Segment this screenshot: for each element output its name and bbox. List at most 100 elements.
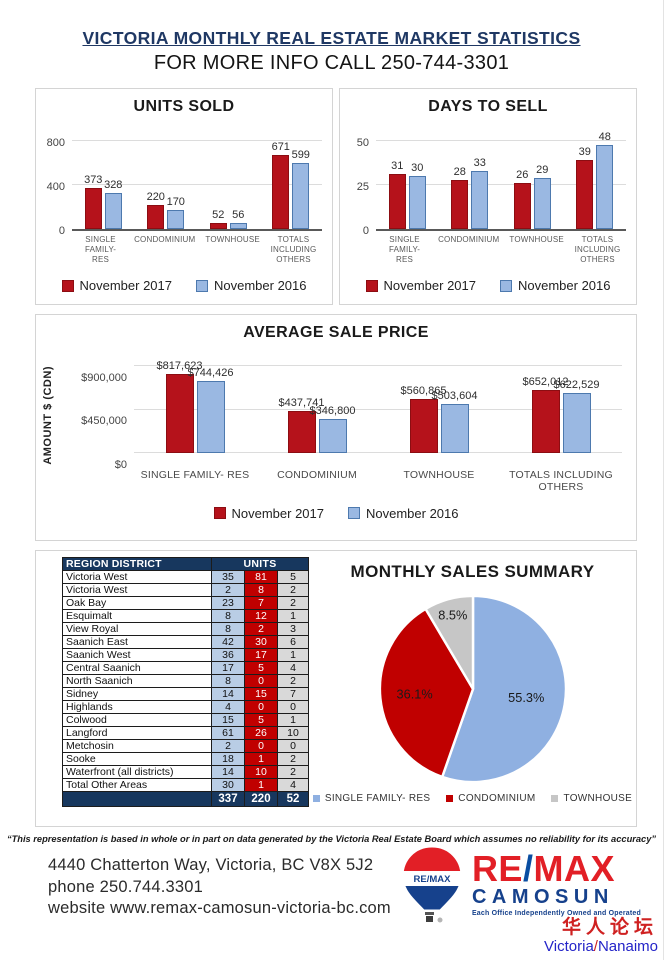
table-cell: 1 <box>277 713 309 727</box>
chart-area: 0 25 50 31 30 28 33 26 29 39 48 <box>340 131 636 237</box>
bar-value-label: 31 <box>391 160 404 173</box>
bar-value-label: 328 <box>104 178 123 191</box>
category-label: CONDOMINIUM <box>277 468 357 481</box>
legend-item: CONDOMINIUM <box>446 793 535 804</box>
category-labels: SINGLE FAMILY- RES CONDOMINIUM TOWNHOUSE TO… <box>72 235 322 265</box>
legend-swatch <box>551 795 559 802</box>
legend-swatch <box>196 279 208 292</box>
slash-glyph: / <box>522 848 534 889</box>
panel-monthly-summary: REGION DISTRICT UNITS Victoria West 35 81 5… <box>35 550 637 827</box>
watermark-chinese: 华人论坛 <box>561 917 658 938</box>
bar-value-label: $622,529 <box>553 378 600 391</box>
bar: $437,741 <box>279 397 324 453</box>
table-cell: 2 <box>211 739 245 753</box>
bar-value-label: 39 <box>578 146 591 159</box>
circle <box>437 917 443 923</box>
table-cell: 4 <box>211 700 245 714</box>
table-cell: 15 <box>244 687 278 701</box>
table-row: Victoria West 2 8 2 <box>62 583 309 597</box>
table-cell: 0 <box>244 674 278 688</box>
page-subtitle: FOR MORE INFO CALL 250-744-3301 <box>153 52 510 74</box>
table-cell: 1 <box>244 778 278 792</box>
category-label: TOWNHOUSE <box>205 235 260 244</box>
y-axis-label: AMOUNT $ (CDN) <box>42 366 54 465</box>
y-tick-label: 25 <box>356 181 369 193</box>
legend-label: CONDOMINIUM <box>458 793 536 804</box>
table-cell: 17 <box>244 648 278 662</box>
bar-value-label: 373 <box>84 173 103 186</box>
table-cell: 10 <box>277 726 309 740</box>
table-row: Saanich East 42 30 6 <box>62 635 309 649</box>
region-table-wrap: REGION DISTRICT UNITS Victoria West 35 81 5… <box>36 551 309 826</box>
legend-item: November 2017 <box>213 506 324 521</box>
table-cell: 42 <box>211 635 245 649</box>
y-tick-label: 800 <box>46 137 65 149</box>
bar: 30 <box>408 162 426 229</box>
bar-value-label: $503,604 <box>431 390 478 403</box>
bar-group: $652,012 $622,529 <box>500 366 622 453</box>
bar-value-label: $652,012 <box>522 375 569 388</box>
table-total-row: 337 220 52 <box>62 791 309 807</box>
table-cell: 12 <box>244 609 278 623</box>
table-cell: Highlands <box>62 700 212 714</box>
website-line: website www.remax-camosun-victoria-bc.co… <box>48 899 391 917</box>
slash-glyph: / <box>593 938 598 955</box>
category-label: CONDOMINIUM <box>134 235 196 244</box>
camosun-name: CAMOSUN <box>471 886 614 908</box>
span: Nanaimo <box>597 938 658 955</box>
table-cell: 14 <box>211 687 245 701</box>
bar: 39 <box>576 146 594 229</box>
bar-value-label: 52 <box>212 209 225 222</box>
table-cell: Metchosin <box>62 739 212 753</box>
table-total-cell <box>62 791 212 807</box>
legend-swatch <box>312 795 320 802</box>
table-cell: 7 <box>244 596 278 610</box>
rect <box>425 916 433 922</box>
table-cell: 0 <box>244 700 278 714</box>
chart-legend: November 2017 November 2016 <box>36 278 332 293</box>
bar-value-label: 48 <box>598 130 611 143</box>
gridline <box>376 184 626 185</box>
table-total-cell: 52 <box>277 791 309 807</box>
category-label: TOTALS INCLUDING OTHERS <box>509 468 613 493</box>
table-cell: Waterfront (all districts) <box>62 765 212 779</box>
table-cell: Colwood <box>62 713 212 727</box>
table-cell: 5 <box>244 713 278 727</box>
bar-value-label: 220 <box>146 190 165 203</box>
table-cell: Central Saanich <box>62 661 212 675</box>
table-row: Waterfront (all districts) 14 10 2 <box>62 765 309 779</box>
table-row: North Saanich 8 0 2 <box>62 674 309 688</box>
table-cell: 8 <box>244 583 278 597</box>
rect <box>424 912 434 915</box>
bar: $817,623 <box>157 360 202 453</box>
table-cell: 2 <box>211 583 245 597</box>
chart-legend: November 2017 November 2016 <box>36 506 636 521</box>
category-labels: SINGLE FAMILY- RES CONDOMINIUM TOWNHOUSE TO… <box>376 235 626 265</box>
y-axis: 0 25 50 <box>340 137 376 237</box>
bar-group: $817,623 $744,426 <box>134 360 256 453</box>
table-cell: 1 <box>277 648 309 662</box>
table-cell: Sidney <box>62 687 212 701</box>
table-row: Sidney 14 15 7 <box>62 687 309 701</box>
balloon-text: RE/MAX <box>413 874 451 885</box>
span: MAX <box>533 848 615 889</box>
bar-value-label: $744,426 <box>187 367 234 380</box>
category-label: SINGLE FAMILY- RES <box>140 468 250 481</box>
legend-label: November 2016 <box>518 278 611 293</box>
table-cell: 1 <box>277 609 309 623</box>
table-row: View Royal 8 2 3 <box>62 622 309 636</box>
legend-item: November 2017 <box>61 278 172 293</box>
pie-percent-label: 55.3% <box>508 690 544 705</box>
bar: 599 <box>292 149 310 229</box>
remax-logo: RE/MAX RE/MAX CAMOSUN Each Office Indepe… <box>400 845 641 931</box>
table-cell: 0 <box>277 739 309 753</box>
table-cell: 2 <box>277 752 309 766</box>
table-cell: 8 <box>211 622 245 636</box>
table-total-cell: 220 <box>244 791 278 807</box>
table-cell: 5 <box>244 661 278 675</box>
table-cell: 8 <box>211 674 245 688</box>
table-cell: 15 <box>211 713 245 727</box>
table-header-units: UNITS <box>211 557 309 571</box>
bar-value-label: $437,741 <box>278 396 325 409</box>
gridline <box>72 184 322 185</box>
